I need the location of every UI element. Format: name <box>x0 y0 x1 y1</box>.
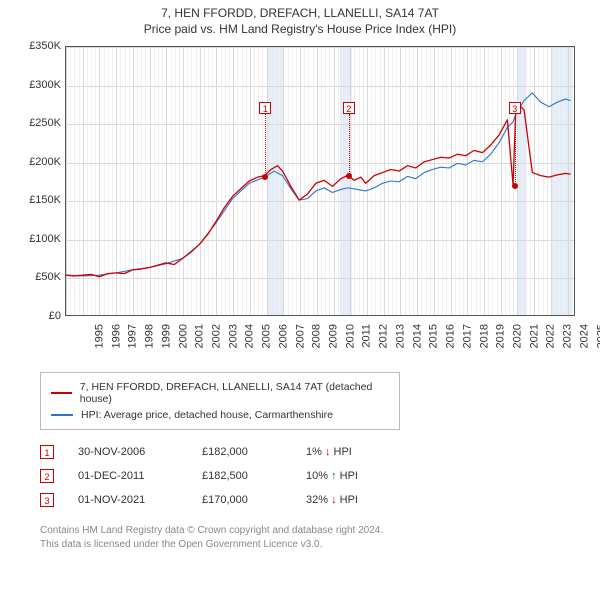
x-axis-tick-label: 2005 <box>261 324 273 348</box>
sale-marker-dot <box>346 173 352 179</box>
x-axis-tick-label: 1998 <box>144 324 156 348</box>
y-axis-tick-label: £250K <box>15 117 61 129</box>
sale-diff-pct: 10% <box>306 470 328 482</box>
sale-diff-vs-hpi: 32% ↓ HPI <box>306 494 386 506</box>
x-axis-tick-label: 2002 <box>211 324 223 348</box>
footer-line-1: Contains HM Land Registry data © Crown c… <box>40 524 590 538</box>
x-axis-tick-label: 2004 <box>244 324 256 348</box>
x-axis-tick-label: 2019 <box>495 324 507 348</box>
sale-marker-dot <box>262 174 268 180</box>
x-axis-tick-label: 2007 <box>294 324 306 348</box>
y-axis-tick-label: £50K <box>15 271 61 283</box>
sale-diff-vs-hpi: 1% ↓ HPI <box>306 446 386 458</box>
legend-label: HPI: Average price, detached house, Carm… <box>81 409 333 421</box>
y-axis-tick-label: £350K <box>15 40 61 52</box>
chart-legend: 7, HEN FFORDD, DREFACH, LLANELLI, SA14 7… <box>40 372 400 430</box>
x-axis-tick-label: 2013 <box>394 324 406 348</box>
sale-index-box: 1 <box>40 445 54 459</box>
y-axis-tick-label: £0 <box>15 310 61 322</box>
x-axis-tick-label: 2014 <box>411 324 423 348</box>
sale-diff-vs-label: HPI <box>340 494 358 506</box>
sale-date: 01-NOV-2021 <box>78 494 178 506</box>
legend-swatch <box>51 414 73 416</box>
x-axis-tick-label: 2024 <box>578 324 590 348</box>
legend-label: 7, HEN FFORDD, DREFACH, LLANELLI, SA14 7… <box>80 381 389 405</box>
sale-date: 30-NOV-2006 <box>78 446 178 458</box>
x-axis-tick-label: 2015 <box>428 324 440 348</box>
sale-diff-vs-label: HPI <box>340 470 358 482</box>
chart-area: 123 £0£50K£100K£150K£200K£250K£300K£350K… <box>15 46 575 366</box>
chart-plot: 1 2 3 <box>65 46 575 316</box>
sale-price: £170,000 <box>202 494 282 506</box>
x-axis-tick-label: 2008 <box>311 324 323 348</box>
sale-diff-vs-hpi: 10% ↑ HPI <box>306 470 386 482</box>
x-axis-tick-label: 2011 <box>360 324 372 348</box>
x-axis-tick-label: 1995 <box>93 324 105 348</box>
sale-marker-box: 1 <box>259 102 271 114</box>
sale-price: £182,000 <box>202 446 282 458</box>
legend-swatch <box>51 392 72 394</box>
arrow-down-icon: ↓ <box>325 446 331 458</box>
sale-diff-vs-label: HPI <box>334 446 352 458</box>
arrow-up-icon: ↑ <box>331 470 337 482</box>
x-axis-tick-label: 2016 <box>445 324 457 348</box>
footer-line-2: This data is licensed under the Open Gov… <box>40 538 590 552</box>
sale-diff-pct: 1% <box>306 446 322 458</box>
sale-price: £182,500 <box>202 470 282 482</box>
sale-index-box: 2 <box>40 469 54 483</box>
x-axis-tick-label: 1999 <box>160 324 172 348</box>
x-axis-tick-label: 2025 <box>595 324 600 348</box>
y-axis-tick-label: £100K <box>15 233 61 245</box>
sale-marker-box: 3 <box>509 102 521 114</box>
x-axis-tick-label: 2020 <box>512 324 524 348</box>
x-axis-tick-label: 2017 <box>461 324 473 348</box>
y-axis-tick-label: £200K <box>15 156 61 168</box>
sale-marker-dot <box>512 183 518 189</box>
x-axis-tick-label: 2022 <box>545 324 557 348</box>
sale-row: 1 30-NOV-2006 £182,000 1% ↓ HPI <box>40 440 590 464</box>
x-axis-tick-label: 2010 <box>344 324 356 348</box>
legend-item: 7, HEN FFORDD, DREFACH, LLANELLI, SA14 7… <box>51 379 389 407</box>
x-axis-tick-label: 2012 <box>378 324 390 348</box>
x-axis-tick-label: 1996 <box>110 324 122 348</box>
sale-diff-pct: 32% <box>306 494 328 506</box>
y-axis-tick-label: £150K <box>15 194 61 206</box>
sale-marker-box: 2 <box>343 102 355 114</box>
sale-marker-line <box>265 114 266 177</box>
sale-row: 2 01-DEC-2011 £182,500 10% ↑ HPI <box>40 464 590 488</box>
chart-title-address: 7, HEN FFORDD, DREFACH, LLANELLI, SA14 7… <box>10 6 590 20</box>
sale-date: 01-DEC-2011 <box>78 470 178 482</box>
x-axis-tick-label: 2006 <box>277 324 289 348</box>
chart-title-subtitle: Price paid vs. HM Land Registry's House … <box>10 22 590 36</box>
x-axis-tick-label: 2000 <box>177 324 189 348</box>
sale-marker-line <box>349 114 350 176</box>
x-axis-tick-label: 2018 <box>478 324 490 348</box>
legend-item: HPI: Average price, detached house, Carm… <box>51 407 389 423</box>
y-axis-tick-label: £300K <box>15 79 61 91</box>
sales-table: 1 30-NOV-2006 £182,000 1% ↓ HPI 2 01-DEC-2011… <box>40 440 590 512</box>
x-axis-tick-label: 2003 <box>227 324 239 348</box>
x-axis-tick-label: 2023 <box>562 324 574 348</box>
footer-attribution: Contains HM Land Registry data © Crown c… <box>40 524 590 551</box>
sale-row: 3 01-NOV-2021 £170,000 32% ↓ HPI <box>40 488 590 512</box>
x-axis-tick-label: 2001 <box>194 324 206 348</box>
arrow-down-icon: ↓ <box>331 494 337 506</box>
sale-marker-line <box>515 114 516 186</box>
sale-index-box: 3 <box>40 493 54 507</box>
x-axis-tick-label: 2021 <box>528 324 540 348</box>
x-axis-tick-label: 2009 <box>328 324 340 348</box>
x-axis-tick-label: 1997 <box>127 324 139 348</box>
